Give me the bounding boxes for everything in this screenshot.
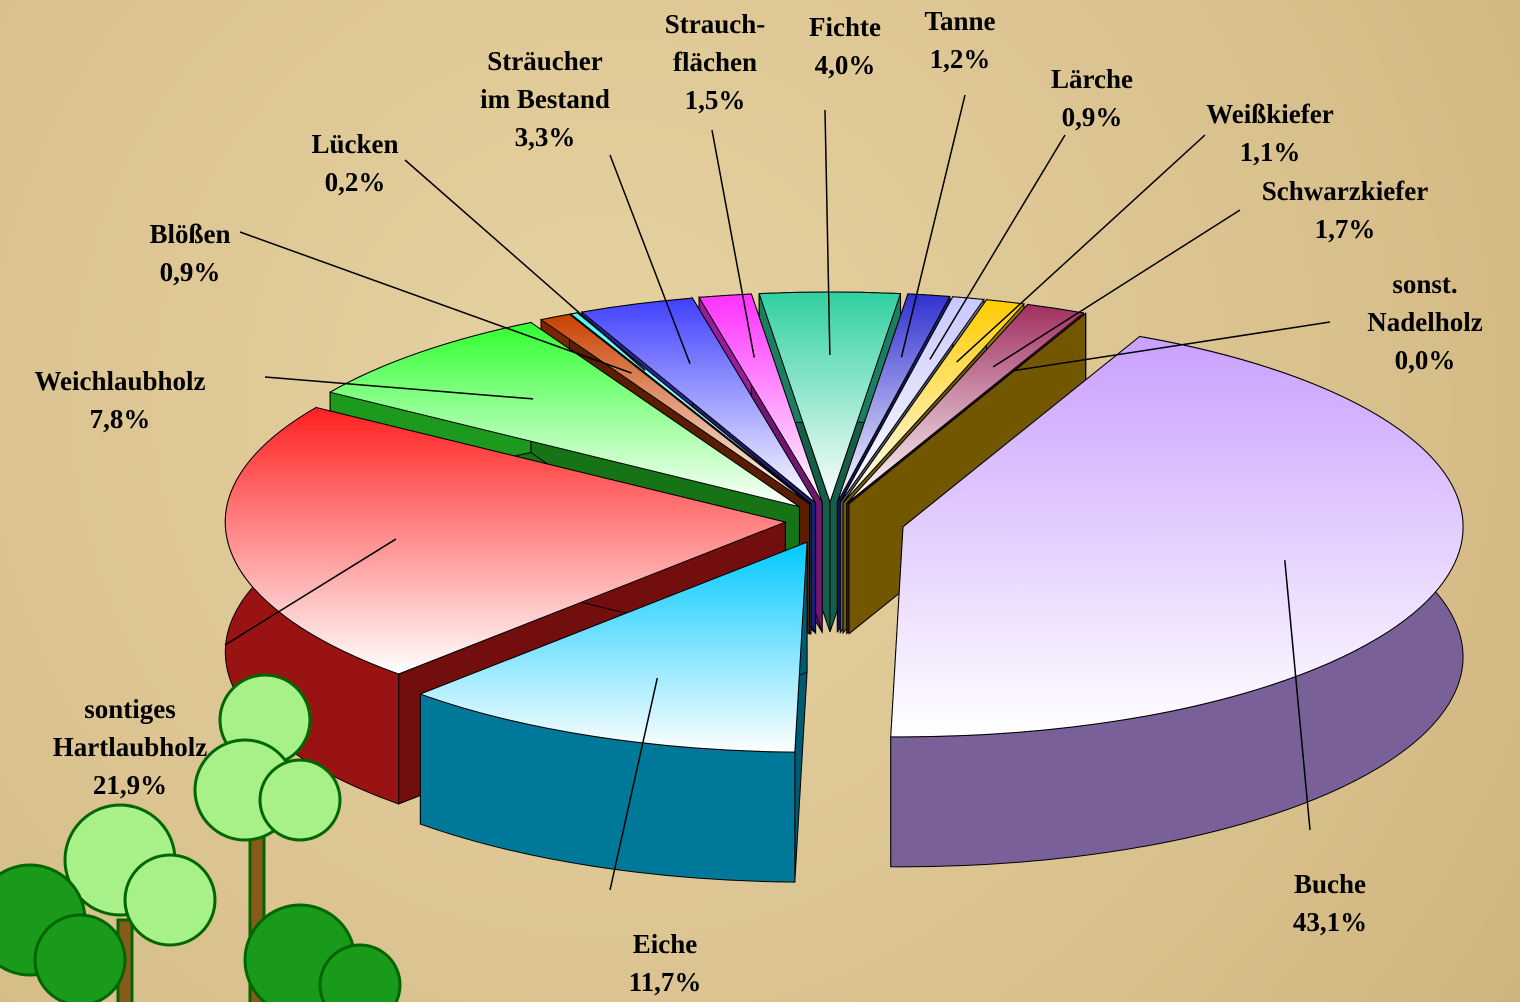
category-label: Sträucher im Bestand — [480, 42, 610, 118]
value-label: 1,7% — [1262, 210, 1428, 248]
value-label: 0,9% — [1051, 98, 1133, 136]
value-label: 3,3% — [480, 118, 610, 156]
category-label: Tanne — [924, 2, 995, 40]
category-label: Lärche — [1051, 60, 1133, 98]
category-label: Weißkiefer — [1206, 95, 1333, 133]
category-label: sontiges Hartlaubholz — [53, 690, 208, 766]
leader-line — [993, 210, 1240, 367]
value-label: 11,7% — [629, 963, 702, 1001]
category-label: Eiche — [629, 925, 702, 963]
category-label: Buche — [1293, 865, 1367, 903]
category-label: Schwarzkiefer — [1262, 172, 1428, 210]
chart: Buche43,1% Eiche11,7% sontiges Hartlaubhol… — [0, 0, 1520, 1002]
value-label: 1,2% — [924, 40, 995, 78]
category-label: sonst. Nadelholz — [1367, 265, 1483, 341]
category-label: Strauch- flächen — [665, 5, 766, 81]
value-label: 7,8% — [34, 400, 205, 438]
value-label: 0,9% — [149, 253, 230, 291]
value-label: 1,1% — [1206, 133, 1333, 171]
value-label: 0,0% — [1367, 341, 1483, 379]
value-label: 43,1% — [1293, 903, 1367, 941]
value-label: 0,2% — [311, 163, 398, 201]
value-label: 1,5% — [665, 81, 766, 119]
category-label: Fichte — [809, 8, 881, 46]
pie — [225, 292, 1463, 882]
category-label: Lücken — [311, 125, 398, 163]
category-label: Blößen — [149, 215, 230, 253]
category-label: Weichlaubholz — [34, 362, 205, 400]
value-label: 4,0% — [809, 46, 881, 84]
value-label: 21,9% — [53, 766, 208, 804]
